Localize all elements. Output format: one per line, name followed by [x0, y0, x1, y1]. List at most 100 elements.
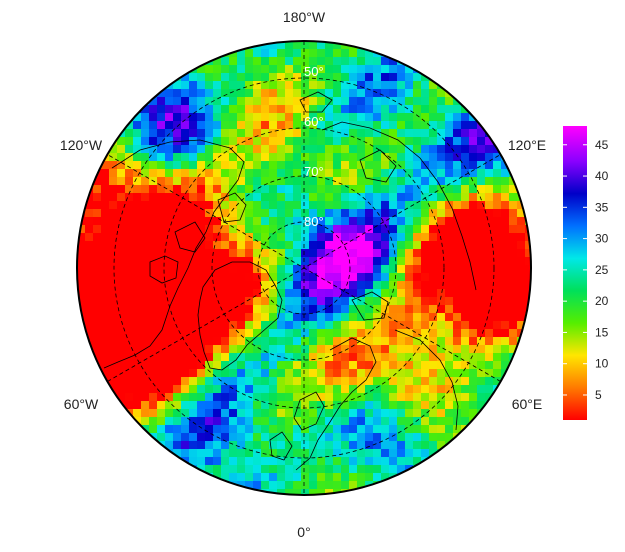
field-cell [349, 353, 358, 362]
field-cell [453, 225, 462, 234]
field-cell [413, 329, 422, 338]
field-cell [109, 201, 118, 210]
field-cell [173, 425, 182, 434]
field-cell [357, 465, 366, 474]
field-cell [333, 369, 342, 378]
field-cell [253, 249, 262, 258]
field-cell [301, 257, 310, 266]
field-cell [221, 249, 230, 258]
field-cell [325, 401, 334, 410]
field-cell [237, 473, 246, 482]
field-cell [205, 225, 214, 234]
field-cell [317, 193, 326, 202]
field-cell [117, 209, 126, 218]
field-cell [285, 457, 294, 466]
field-cell [261, 121, 270, 130]
field-cell [509, 313, 518, 322]
field-cell [141, 169, 150, 178]
field-cell [221, 153, 230, 162]
field-cell [421, 113, 430, 122]
field-cell [317, 409, 326, 418]
field-cell [453, 353, 462, 362]
field-cell [125, 281, 134, 290]
field-cell [77, 241, 86, 250]
field-cell [213, 169, 222, 178]
field-cell [125, 297, 134, 306]
field-cell [453, 401, 462, 410]
field-cell [517, 217, 526, 226]
field-cell [413, 105, 422, 114]
field-cell [397, 449, 406, 458]
field-cell [141, 153, 150, 162]
field-cell [437, 249, 446, 258]
field-cell [357, 89, 366, 98]
field-cell [509, 273, 518, 282]
field-cell [453, 209, 462, 218]
field-cell [309, 289, 318, 298]
field-cell [341, 361, 350, 370]
field-cell [173, 89, 182, 98]
field-cell [461, 137, 470, 146]
field-cell [125, 129, 134, 138]
field-cell [477, 169, 486, 178]
field-cell [325, 353, 334, 362]
field-cell [109, 385, 118, 394]
field-cell [421, 425, 430, 434]
field-cell [189, 393, 198, 402]
field-cell [469, 249, 478, 258]
field-cell [493, 249, 502, 258]
field-cell [293, 217, 302, 226]
field-cell [317, 337, 326, 346]
field-cell [525, 201, 531, 210]
field-cell [261, 81, 270, 90]
field-cell [349, 417, 358, 426]
field-cell [157, 409, 166, 418]
field-cell [293, 401, 302, 410]
field-cell [293, 129, 302, 138]
field-cell [277, 169, 286, 178]
field-cell [293, 289, 302, 298]
field-cell [325, 257, 334, 266]
field-cell [365, 105, 374, 114]
field-cell [213, 409, 222, 418]
field-cell [181, 409, 190, 418]
field-cell [221, 425, 230, 434]
field-cell [293, 105, 302, 114]
field-cell [229, 121, 238, 130]
field-cell [85, 233, 94, 242]
field-cell [429, 217, 438, 226]
field-cell [309, 233, 318, 242]
field-cell [221, 441, 230, 450]
field-cell [253, 49, 262, 58]
field-cell [253, 297, 262, 306]
field-cell [157, 401, 166, 410]
field-cell [101, 289, 110, 298]
field-cell [493, 209, 502, 218]
field-cell [317, 169, 326, 178]
field-cell [461, 113, 470, 122]
field-cell [421, 81, 430, 90]
field-cell [77, 273, 86, 282]
field-cell [269, 281, 278, 290]
field-cell [229, 441, 238, 450]
field-cell [205, 313, 214, 322]
field-cell [429, 137, 438, 146]
field-cell [245, 137, 254, 146]
field-cell [197, 153, 206, 162]
field-cell [309, 201, 318, 210]
field-cell [373, 265, 382, 274]
field-cell [133, 113, 142, 122]
field-cell [237, 57, 246, 66]
field-cell [181, 121, 190, 130]
field-cell [357, 65, 366, 74]
field-cell [237, 137, 246, 146]
field-cell [293, 249, 302, 258]
field-cell [197, 297, 206, 306]
field-cell [237, 201, 246, 210]
field-cell [517, 353, 526, 362]
field-cell [165, 289, 174, 298]
field-cell [261, 313, 270, 322]
field-cell [477, 297, 486, 306]
field-cell [365, 401, 374, 410]
field-cell [405, 177, 414, 186]
